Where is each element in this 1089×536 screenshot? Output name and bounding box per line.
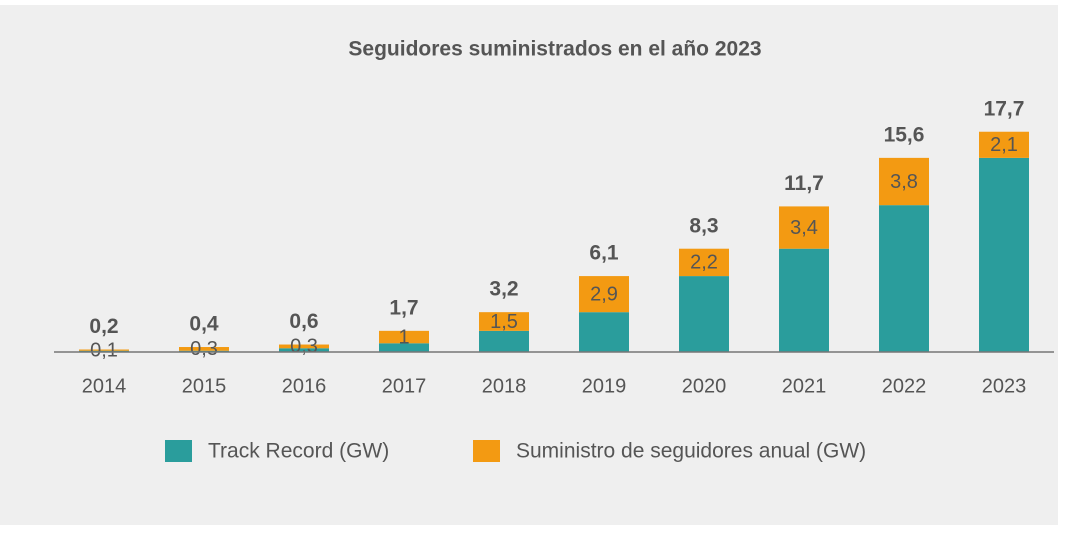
- segment-label: 3,8: [890, 171, 918, 193]
- segment-label: 2,1: [990, 134, 1018, 156]
- legend-swatch: [165, 440, 192, 462]
- x-tick-label: 2017: [382, 375, 427, 397]
- segment-label: 1,5: [490, 311, 518, 333]
- segment-label: 0,3: [190, 338, 218, 360]
- bar-segment: [579, 276, 629, 313]
- bar-segment: [579, 312, 629, 352]
- segment-label: 0,1: [90, 339, 118, 361]
- bar-segment: [879, 157, 929, 206]
- bar-segment: [979, 157, 1029, 352]
- segment-label: 2,9: [590, 283, 618, 305]
- x-tick-label: 2022: [882, 375, 927, 397]
- segment-label: 3,4: [790, 217, 818, 239]
- x-tick-label: 2014: [82, 375, 127, 397]
- bar-segment: [379, 343, 429, 352]
- total-label: 8,3: [689, 214, 718, 237]
- chart-title: Seguidores suministrados en el año 2023: [348, 38, 761, 61]
- total-label: 0,6: [289, 310, 318, 333]
- total-label: 15,6: [884, 123, 925, 146]
- x-tick-label: 2016: [282, 375, 327, 397]
- bar-segment: [779, 248, 829, 352]
- x-tick-label: 2019: [582, 375, 627, 397]
- x-tick-label: 2020: [682, 375, 727, 397]
- legend-swatch: [473, 440, 500, 462]
- bar-segment: [679, 276, 729, 352]
- bar-segment: [679, 248, 729, 277]
- x-tick-label: 2015: [182, 375, 227, 397]
- bar-segment: [779, 206, 829, 249]
- total-label: 11,7: [784, 172, 824, 195]
- bar-segment: [179, 347, 229, 351]
- legend-label: Track Record (GW): [208, 440, 389, 463]
- total-label: 6,1: [589, 242, 619, 265]
- x-tick-label: 2018: [482, 375, 527, 397]
- bar-segment: [879, 205, 929, 352]
- total-label: 0,4: [189, 313, 219, 336]
- segment-label: 0,3: [290, 336, 318, 358]
- bar-segment: [479, 312, 529, 331]
- bar-segment: [979, 131, 1029, 158]
- segment-label: 1: [398, 326, 409, 348]
- x-tick-label: 2023: [982, 375, 1027, 397]
- bar-segment: [79, 349, 129, 351]
- x-tick-label: 2021: [782, 375, 827, 397]
- segment-label: 2,2: [690, 252, 718, 274]
- legend-label: Suministro de seguidores anual (GW): [516, 440, 866, 463]
- total-label: 0,2: [89, 315, 118, 338]
- total-label: 17,7: [984, 97, 1025, 120]
- total-label: 3,2: [489, 278, 518, 301]
- bar-segment: [479, 330, 529, 352]
- bar-segment: [379, 330, 429, 344]
- bar-segment: [279, 348, 329, 352]
- total-label: 1,7: [389, 296, 418, 319]
- bar-segment: [279, 344, 329, 349]
